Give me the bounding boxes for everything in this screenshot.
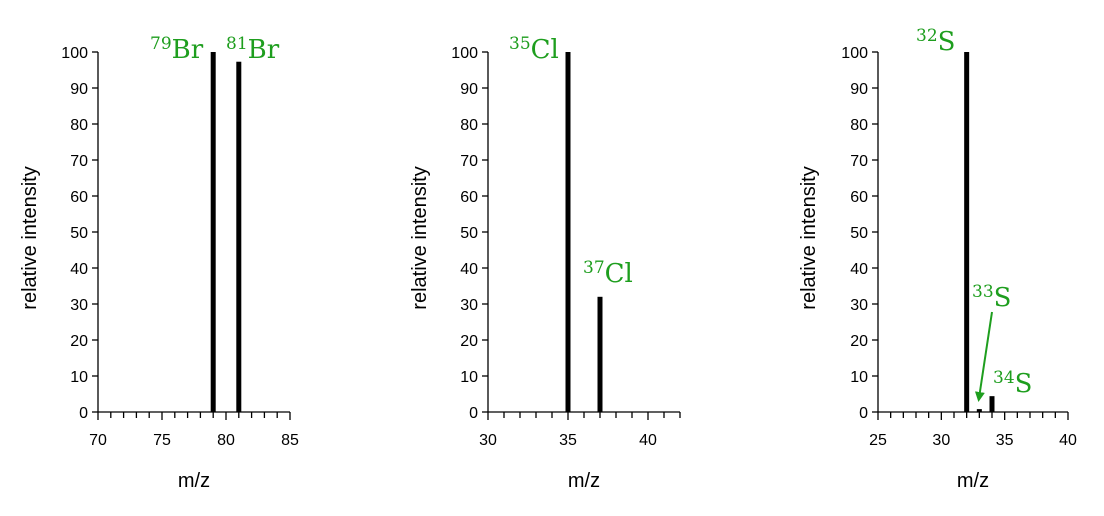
y-tick-label: 30 (70, 297, 88, 314)
isotope-element-symbol: S (938, 27, 956, 57)
y-tick-label: 90 (460, 81, 478, 98)
y-tick-label: 10 (460, 369, 478, 386)
x-tick-label: 85 (281, 432, 299, 449)
isotope-element-symbol: Br (248, 35, 280, 65)
x-axis-title: m/z (178, 470, 210, 492)
x-axis-title: m/z (568, 470, 600, 492)
isotope-label-81Br: 81Br (226, 34, 280, 65)
y-tick-label: 60 (70, 189, 88, 206)
y-tick-label: 40 (70, 261, 88, 278)
y-tick-label: 30 (850, 297, 868, 314)
y-tick-label: 40 (460, 261, 478, 278)
y-tick-label: 80 (850, 117, 868, 134)
bar-mz-32 (964, 52, 970, 412)
y-tick-label: 70 (70, 153, 88, 170)
isotope-label-79Br: 79Br (150, 34, 204, 65)
y-tick-label: 90 (850, 81, 868, 98)
x-tick-label: 25 (869, 432, 887, 449)
y-tick-label: 60 (460, 189, 478, 206)
y-tick-label: 70 (460, 153, 478, 170)
y-tick-label: 40 (850, 261, 868, 278)
y-axis-title: relative intensity (19, 166, 41, 309)
y-tick-label: 80 (70, 117, 88, 134)
x-tick-label: 40 (639, 432, 657, 449)
x-tick-label: 35 (996, 432, 1014, 449)
isotope-mass-number: 81 (226, 34, 248, 54)
isotope-label-34S: 34S (993, 368, 1032, 399)
y-tick-label: 50 (850, 225, 868, 242)
spectrum-panel-3: 0 10 20 30 40 50 60 70 80 90 100 25 30 35 40 m/z relativ… (798, 26, 1077, 492)
isotope-label-37Cl: 37Cl (583, 258, 633, 289)
isotope-element-symbol: Cl (531, 35, 559, 65)
y-tick-label: 20 (70, 333, 88, 350)
annotation-arrow (974, 311, 993, 402)
y-axis-title: relative intensity (409, 166, 431, 309)
isotope-label-32S: 32S (916, 26, 955, 57)
y-tick-label: 100 (841, 45, 868, 62)
isotope-mass-number: 37 (583, 258, 605, 278)
x-tick-label: 40 (1059, 432, 1077, 449)
x-tick-label: 80 (217, 432, 235, 449)
y-tick-label: 20 (460, 333, 478, 350)
isotope-element-symbol: Br (172, 35, 204, 65)
bar-mz-79 (210, 52, 216, 412)
y-tick-label: 70 (850, 153, 868, 170)
spectrum-panel-1: 0 10 20 30 40 50 60 70 80 90 100 70 75 80 85 m/z relativ… (19, 34, 299, 492)
y-tick-label: 100 (451, 45, 478, 62)
spectrum-panel-2: 0 10 20 30 40 50 60 70 80 90 100 30 35 40 m/z relative … (409, 34, 681, 492)
bar-mz-37 (597, 296, 603, 412)
x-tick-label: 35 (559, 432, 577, 449)
y-tick-label: 10 (70, 369, 88, 386)
x-axis-title: m/z (957, 470, 989, 492)
x-tick-label: 30 (932, 432, 950, 449)
isotope-mass-number: 32 (916, 26, 938, 46)
bar-mz-33 (976, 409, 982, 412)
isotope-element-symbol: Cl (605, 259, 633, 289)
bar-mz-81 (236, 61, 242, 412)
y-tick-label: 0 (469, 405, 478, 422)
y-tick-label: 20 (850, 333, 868, 350)
y-tick-label: 100 (61, 45, 88, 62)
isotope-element-symbol: S (1015, 369, 1033, 399)
y-axis-title: relative intensity (798, 166, 820, 309)
y-tick-label: 90 (70, 81, 88, 98)
x-tick-label: 30 (479, 432, 497, 449)
isotope-mass-number: 34 (993, 368, 1015, 388)
x-tick-label: 70 (89, 432, 107, 449)
y-tick-label: 0 (859, 405, 868, 422)
y-tick-label: 0 (79, 405, 88, 422)
y-tick-label: 10 (850, 369, 868, 386)
isotope-label-35Cl: 35Cl (509, 34, 559, 65)
y-tick-label: 50 (460, 225, 478, 242)
y-tick-label: 30 (460, 297, 478, 314)
isotope-label-33S: 33S (972, 282, 1011, 313)
bar-mz-34 (989, 396, 995, 412)
y-tick-label: 60 (850, 189, 868, 206)
isotope-mass-number: 79 (150, 34, 172, 54)
isotope-mass-number: 33 (972, 282, 994, 302)
x-tick-label: 75 (153, 432, 171, 449)
y-tick-label: 50 (70, 225, 88, 242)
isotope-mass-number: 35 (509, 34, 531, 54)
y-tick-label: 80 (460, 117, 478, 134)
bar-mz-35 (565, 52, 571, 412)
isotope-element-symbol: S (994, 283, 1012, 313)
